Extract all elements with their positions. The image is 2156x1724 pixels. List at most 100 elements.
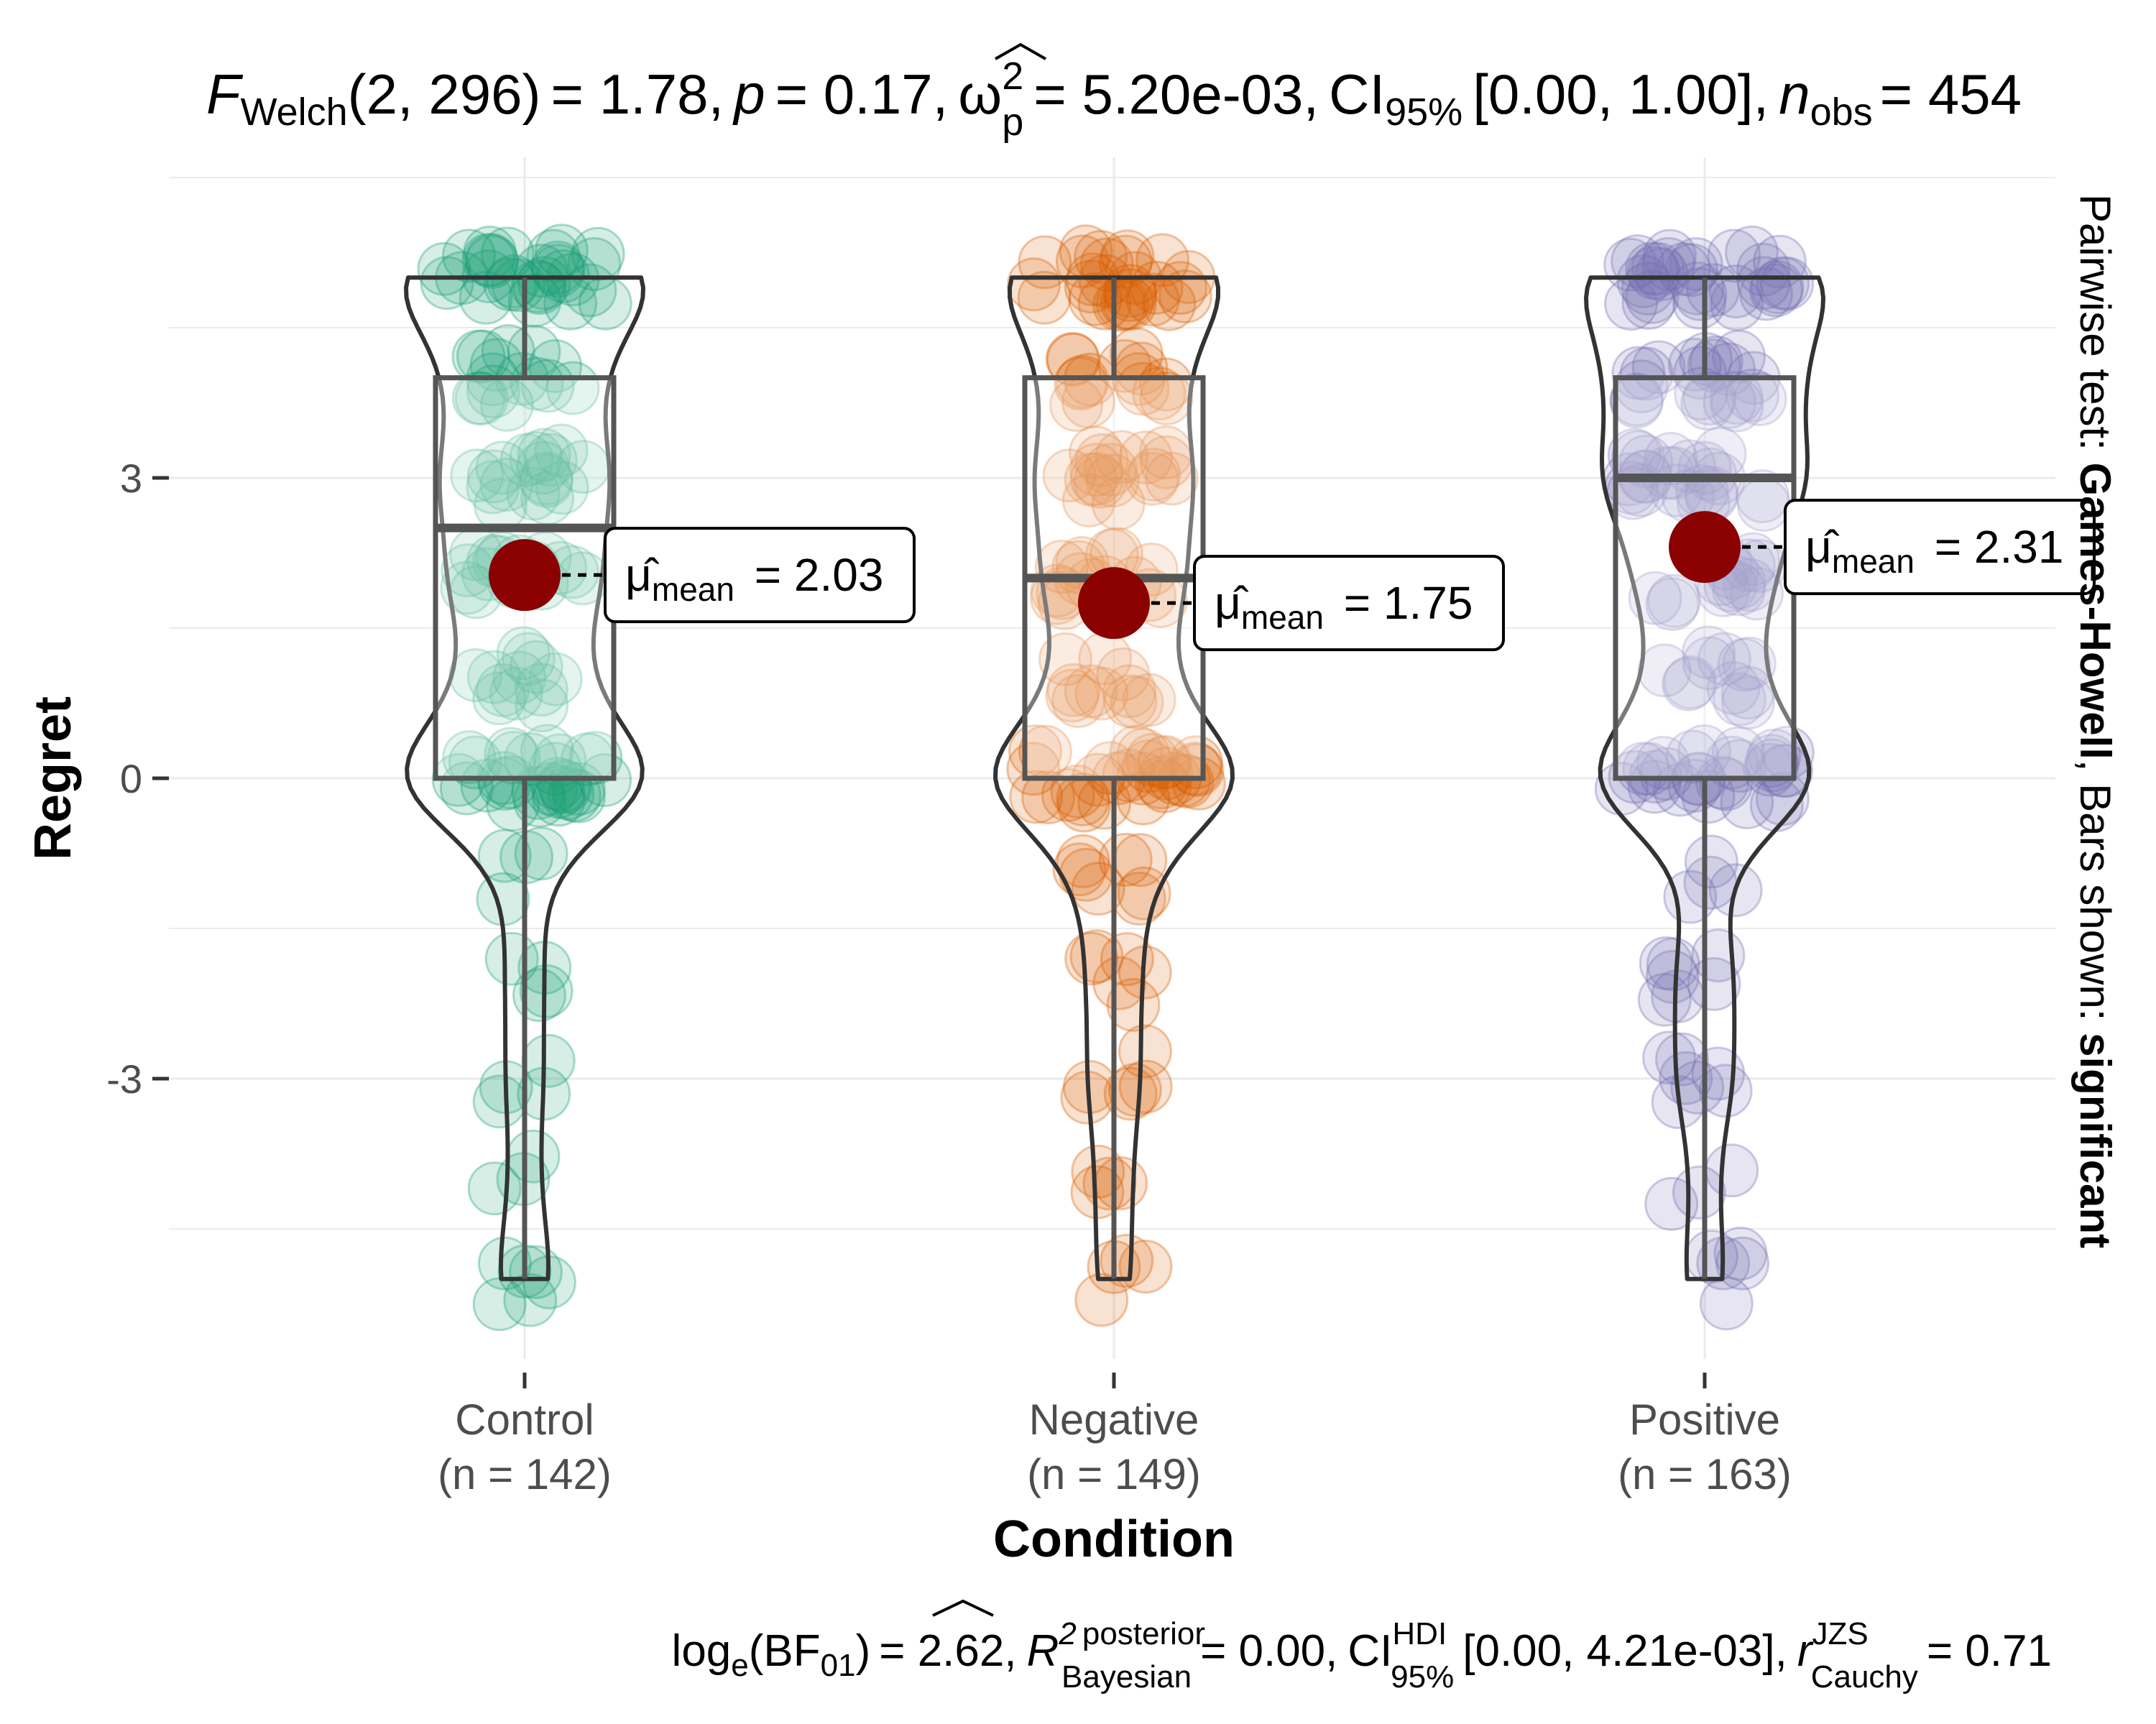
- data-point: [1054, 356, 1108, 411]
- data-point: [1153, 261, 1207, 315]
- mean-label-value: = 2.03: [742, 549, 884, 601]
- mean-point: [1078, 567, 1150, 640]
- data-point: [1110, 676, 1164, 730]
- data-point: [1673, 346, 1728, 400]
- caption-ci-val: [0.00, 4.21e-03],: [1462, 1626, 1787, 1676]
- data-point: [1627, 760, 1682, 814]
- data-point: [465, 235, 520, 290]
- data-point: [1636, 735, 1690, 790]
- data-point: [1720, 676, 1775, 730]
- data-point: [1045, 332, 1100, 387]
- side-prefix: Pairwise test:: [2071, 194, 2119, 462]
- data-point: [476, 663, 530, 717]
- y-axis-title: Regret: [24, 696, 82, 860]
- data-point: [1160, 755, 1215, 809]
- data-point: [1127, 448, 1181, 502]
- mean-label-box: [1784, 499, 2096, 596]
- data-point: [1645, 577, 1700, 632]
- data-point: [534, 423, 589, 478]
- data-point: [1073, 454, 1128, 509]
- data-point: [441, 229, 496, 283]
- data-point: [1682, 372, 1737, 426]
- data-point: [1631, 241, 1685, 296]
- data-point: [1672, 1165, 1726, 1220]
- data-point: [1662, 657, 1716, 711]
- data-point: [537, 758, 591, 813]
- data-point: [492, 650, 547, 705]
- data-point: [1139, 746, 1194, 801]
- data-point: [496, 626, 550, 681]
- y-tick-label: -3: [106, 1056, 142, 1102]
- data-point: [1125, 732, 1179, 787]
- data-point: [1669, 236, 1723, 291]
- data-point: [509, 430, 563, 485]
- data-point: [1074, 433, 1129, 487]
- data-point: [1760, 257, 1815, 311]
- data-point: [1122, 673, 1176, 727]
- data-point: [1684, 834, 1738, 889]
- data-point: [1733, 372, 1787, 426]
- data-point: [1710, 277, 1764, 331]
- omega-hat: [995, 42, 1046, 60]
- data-point: [464, 233, 519, 287]
- caption-bf-sub: 01: [821, 1648, 856, 1683]
- data-point: [1639, 747, 1693, 801]
- data-point: [1670, 1060, 1725, 1115]
- data-point: [551, 769, 606, 824]
- data-point: [530, 240, 585, 295]
- data-point: [1095, 277, 1150, 331]
- caption-r-sup: JZS: [1812, 1616, 1868, 1651]
- data-point: [1611, 346, 1666, 400]
- side-test: Games-Howell: [2071, 462, 2119, 759]
- data-point: [450, 448, 505, 503]
- data-point: [442, 730, 497, 785]
- data-point: [1106, 977, 1161, 1032]
- data-point: [1007, 257, 1061, 312]
- data-point: [1625, 241, 1680, 296]
- data-point: [1051, 673, 1105, 728]
- data-point: [506, 466, 561, 521]
- caption-eq2: = 0.00,: [1200, 1626, 1337, 1676]
- data-point: [1055, 234, 1110, 289]
- data-point: [1644, 432, 1698, 487]
- data-point: [1646, 446, 1701, 500]
- data-point: [1726, 368, 1780, 423]
- data-point: [1715, 1236, 1770, 1291]
- data-point: [1628, 571, 1682, 625]
- data-point: [538, 760, 593, 814]
- data-point: [1750, 260, 1805, 315]
- side-middle: , Bars shown:: [2071, 760, 2119, 1033]
- data-point: [1698, 1064, 1753, 1118]
- data-point: [1103, 674, 1158, 729]
- data-point: [1109, 327, 1164, 382]
- data-point: [1712, 672, 1766, 727]
- data-point: [1102, 664, 1157, 719]
- data-point: [1736, 256, 1791, 310]
- data-point: [1055, 354, 1110, 409]
- data-point: [472, 671, 527, 726]
- data-point: [487, 730, 541, 785]
- caption-r2-sub: Bayesian: [1061, 1659, 1192, 1695]
- data-point: [1074, 1273, 1129, 1327]
- subtitle-p: p: [732, 63, 765, 126]
- data-point: [1169, 735, 1223, 790]
- data-point: [1673, 267, 1728, 321]
- data-point: [1645, 949, 1700, 1004]
- x-tick-label: Negative: [1029, 1396, 1199, 1444]
- data-point: [514, 244, 568, 298]
- data-point: [503, 732, 558, 786]
- data-point: [509, 1245, 563, 1299]
- caption-r2-sup: 2: [1058, 1616, 1076, 1651]
- data-point: [1103, 267, 1158, 322]
- data-point: [1077, 775, 1132, 830]
- violin-outline: [993, 275, 1235, 1281]
- x-tick-label: Control: [455, 1396, 594, 1444]
- data-point: [1171, 756, 1226, 811]
- data-point: [528, 742, 582, 796]
- data-point: [1619, 346, 1674, 401]
- data-point: [1138, 734, 1192, 789]
- data-point: [1042, 448, 1097, 503]
- data-point: [1118, 1059, 1173, 1114]
- mean-label-value: = 2.31: [1922, 521, 2064, 573]
- data-point: [1707, 229, 1761, 283]
